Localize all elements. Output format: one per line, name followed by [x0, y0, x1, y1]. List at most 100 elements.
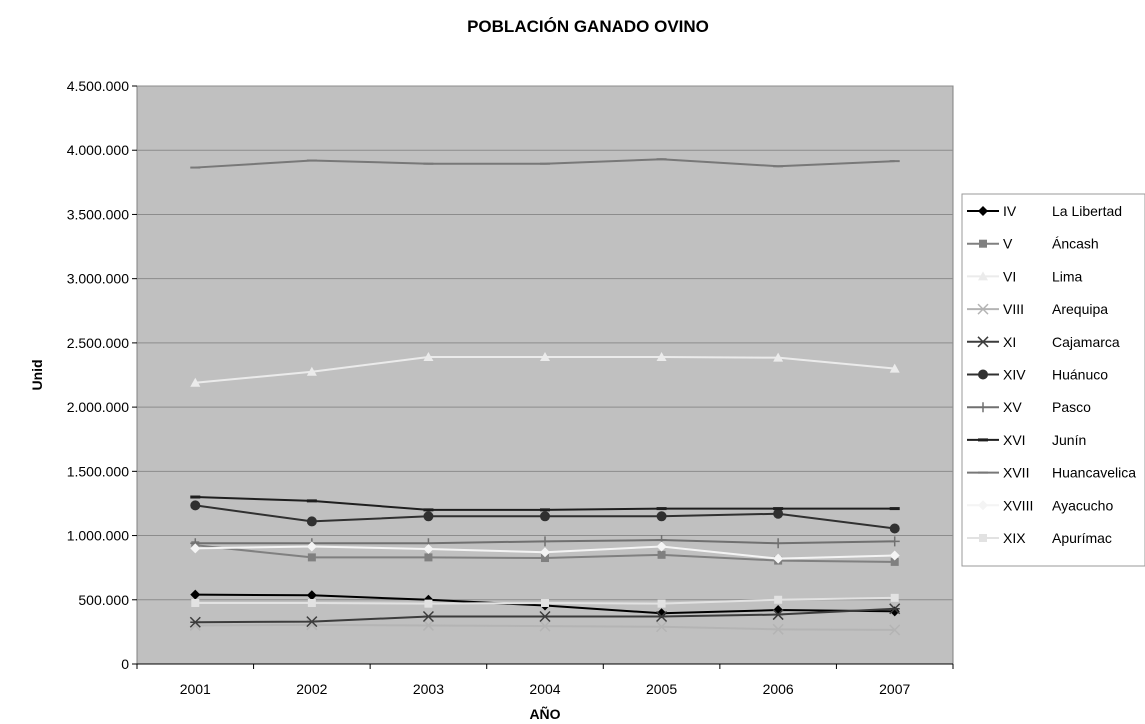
series-XI: [189, 603, 901, 628]
data-point: [423, 511, 434, 522]
data-point: [423, 544, 434, 555]
y-tick-label: 1.500.000: [67, 463, 129, 479]
data-point: [306, 616, 318, 628]
legend-marker: [977, 336, 989, 348]
data-point: [190, 166, 201, 169]
legend-marker: [979, 534, 987, 542]
chart-title: POBLACIÓN GANADO OVINO: [467, 17, 709, 36]
data-point: [657, 599, 666, 608]
data-point: [889, 624, 901, 636]
legend-code: XVII: [1003, 465, 1029, 481]
x-tick-label: 2007: [879, 681, 910, 697]
data-point: [190, 377, 201, 387]
legend-code: XIX: [1003, 530, 1026, 546]
series-XIX: [191, 593, 899, 608]
data-point: [773, 352, 784, 362]
legend-box: [961, 193, 1145, 567]
data-point: [306, 366, 317, 376]
series-XVII: [190, 158, 900, 169]
legend-item: XV Pasco: [967, 399, 1091, 415]
data-point: [191, 598, 200, 607]
data-point: [889, 550, 900, 561]
data-point: [306, 541, 317, 552]
data-point: [657, 550, 666, 559]
series-lines: [189, 158, 901, 636]
legend-marker: [978, 471, 988, 474]
data-point: [190, 495, 201, 499]
legend-name: Cajamarca: [1052, 334, 1120, 350]
legend-item: VI Lima: [967, 268, 1083, 284]
data-point: [424, 553, 433, 562]
legend-item: XIV Huánuco: [967, 367, 1108, 383]
data-point: [889, 603, 901, 615]
data-point: [306, 159, 317, 162]
data-point: [189, 616, 201, 628]
legend-code: XVI: [1003, 432, 1026, 448]
legend-item: V Áncash: [967, 236, 1099, 252]
data-point: [774, 595, 783, 604]
data-point: [539, 610, 551, 623]
x-axis-title: AÑO: [529, 705, 560, 722]
data-point: [541, 554, 549, 563]
legend-item: VIII Arequipa: [967, 301, 1108, 317]
legend-marker: [977, 303, 989, 315]
legend-item: XVI Junín: [967, 432, 1086, 448]
legend-code: XIV: [1003, 367, 1026, 383]
legend-name: Junín: [1052, 432, 1086, 448]
data-point: [540, 162, 550, 165]
legend-item: XVII Huancavelica: [967, 465, 1136, 481]
data-point: [540, 508, 550, 512]
data-point: [307, 598, 316, 607]
legend-item: XIX Apurímac: [967, 530, 1112, 546]
series-XIV: [190, 500, 900, 534]
data-point: [306, 516, 317, 527]
data-point: [190, 543, 201, 554]
data-point: [540, 547, 550, 558]
y-tick-label: 500.000: [78, 592, 129, 608]
legend-code: XVIII: [1003, 497, 1033, 513]
series-VI: [190, 352, 900, 387]
data-point: [656, 610, 668, 623]
y-tick-label: 2.000.000: [67, 399, 129, 415]
series-VIII: [189, 619, 901, 636]
legend-name: Áncash: [1052, 236, 1099, 252]
legend-item: XI Cajamarca: [967, 334, 1120, 350]
y-tick-label: 1.000.000: [67, 528, 129, 544]
legend-name: Apurímac: [1052, 530, 1112, 546]
legend-name: Pasco: [1052, 399, 1091, 415]
data-point: [306, 499, 317, 503]
data-point: [190, 589, 201, 600]
data-point: [656, 507, 667, 511]
y-tick-label: 3.000.000: [67, 271, 129, 287]
data-point: [656, 352, 667, 362]
legend-item: XVIII Ayacucho: [967, 497, 1113, 513]
data-point: [773, 508, 784, 519]
data-point: [890, 557, 899, 566]
y-tick-label: 4.500.000: [67, 78, 129, 94]
y-tick-label: 4.000.000: [67, 142, 129, 158]
x-tick-label: 2006: [763, 681, 794, 697]
x-tick-label: 2002: [296, 681, 327, 697]
legend-marker: [978, 369, 988, 380]
data-point: [889, 160, 900, 163]
legend: IV La Libertad V Áncash VI Lima VIII Arequipa XI…: [967, 203, 1136, 546]
legend-code: VIII: [1003, 301, 1024, 317]
data-point: [540, 536, 550, 547]
data-point: [773, 538, 784, 549]
y-tick-label: 2.500.000: [67, 335, 129, 351]
data-point: [539, 620, 551, 632]
y-tick-label: 0: [121, 656, 129, 672]
legend-code: VI: [1003, 268, 1016, 284]
x-tick-label: 2001: [180, 681, 211, 697]
legend-name: Arequipa: [1052, 301, 1108, 317]
legend-name: La Libertad: [1052, 203, 1122, 219]
data-point: [773, 553, 784, 564]
legend-code: IV: [1003, 203, 1017, 219]
y-axis: 0 500.000 1.000.000 1.500.000 2.000.000 2.500…: [67, 78, 137, 672]
data-point: [540, 352, 550, 362]
data-point: [423, 162, 434, 165]
data-point: [307, 553, 316, 562]
legend-name: Huancavelica: [1052, 465, 1136, 481]
data-point: [656, 158, 667, 161]
